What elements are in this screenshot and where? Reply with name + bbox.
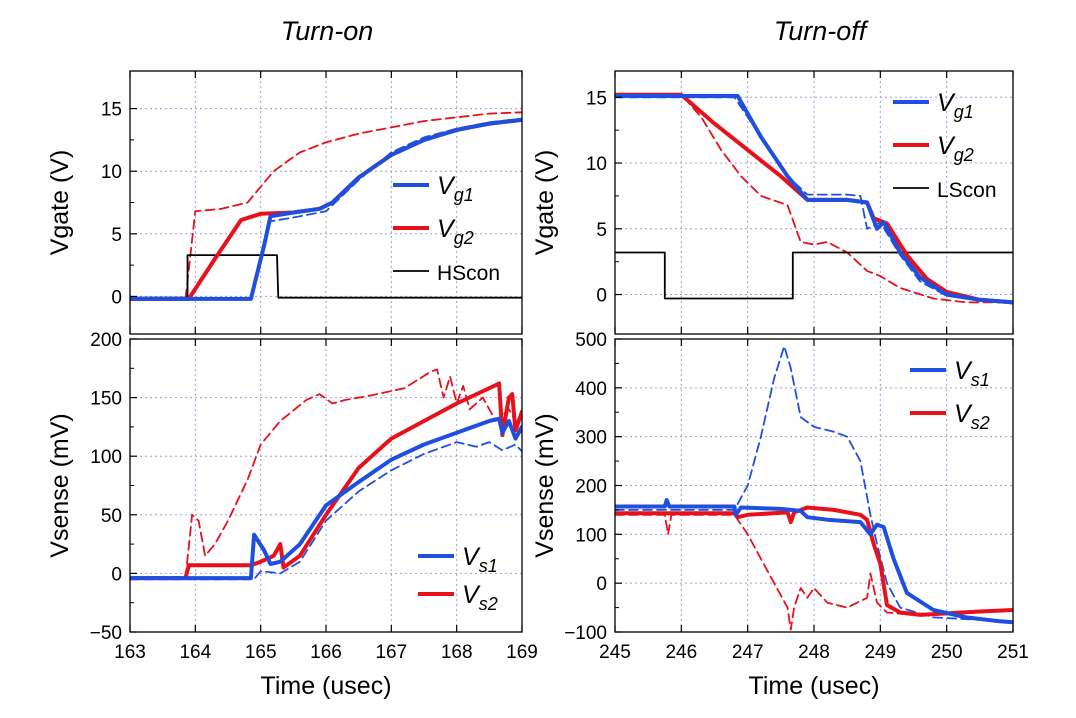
legend-label: LScon bbox=[937, 179, 997, 202]
legend-label-subscript: g2 bbox=[454, 228, 474, 248]
series-line-0 bbox=[615, 345, 1013, 624]
y-tick-label: 400 bbox=[575, 379, 607, 400]
y-tick-label: 5 bbox=[596, 220, 607, 241]
legend-label-subscript: g1 bbox=[954, 102, 974, 122]
y-axis-label: Vsense (mV) bbox=[531, 413, 559, 557]
legend-label: Vg2 bbox=[437, 215, 474, 248]
x-tick-label: 166 bbox=[310, 642, 342, 663]
series-line-3 bbox=[615, 498, 1013, 625]
y-tick-label: 50 bbox=[101, 506, 122, 527]
series-line-4 bbox=[615, 94, 1013, 305]
legend-label-main: V bbox=[462, 543, 481, 571]
legend-label: Vg1 bbox=[937, 89, 974, 122]
chart-off_sense: −100 0 100 200 300 400 500 245 246 247 248 249 250 25… bbox=[531, 330, 1029, 700]
y-axis-label: Vgate (V) bbox=[46, 150, 74, 256]
x-tick-label: 167 bbox=[375, 642, 407, 663]
y-tick-label: 10 bbox=[586, 154, 607, 175]
left-panel-title: Turn-on bbox=[281, 16, 374, 46]
series-line-4 bbox=[130, 117, 522, 301]
legend-label-subscript: s2 bbox=[479, 594, 498, 614]
y-tick-label: 500 bbox=[575, 330, 607, 351]
y-tick-label: 10 bbox=[101, 162, 122, 183]
series-group bbox=[130, 368, 522, 581]
legend-label-main: V bbox=[937, 132, 956, 160]
legend-label: HScon bbox=[437, 262, 500, 285]
y-axis-label: Vsense (mV) bbox=[46, 413, 74, 557]
series-line-0 bbox=[130, 368, 522, 579]
y-tick-label: 100 bbox=[575, 525, 607, 546]
series-line-1 bbox=[130, 441, 522, 581]
x-tick-label: 245 bbox=[599, 642, 631, 663]
x-tick-label: 246 bbox=[665, 642, 697, 663]
y-tick-label: 0 bbox=[111, 287, 122, 308]
x-tick-label: 250 bbox=[931, 642, 963, 663]
x-tick-label: 249 bbox=[864, 642, 896, 663]
legend-label-main: LScon bbox=[937, 179, 997, 202]
legend-label-subscript: g1 bbox=[454, 185, 474, 205]
series-line-2 bbox=[130, 381, 522, 581]
chart-on_sense: −50 0 50 100 150 200 163 164 165 166 167 168 169 Vsen… bbox=[46, 330, 538, 700]
y-axis-label: Vgate (V) bbox=[531, 150, 559, 256]
x-tick-label: 247 bbox=[732, 642, 764, 663]
y-tick-label: 200 bbox=[90, 330, 122, 351]
series-group bbox=[130, 111, 522, 301]
x-tick-label: 169 bbox=[506, 642, 538, 663]
x-tick-label: 168 bbox=[441, 642, 473, 663]
legend-label-main: V bbox=[437, 172, 456, 200]
legend-label-main: V bbox=[437, 215, 456, 243]
y-tick-label: 0 bbox=[596, 574, 607, 595]
series-group bbox=[615, 345, 1013, 631]
y-tick-label: 15 bbox=[586, 88, 607, 109]
legend-label-main: V bbox=[937, 89, 956, 117]
series-line-0 bbox=[130, 111, 522, 300]
legend-label-subscript: g2 bbox=[954, 145, 974, 165]
legend-label-main: V bbox=[954, 400, 973, 428]
series-group bbox=[615, 92, 1013, 305]
legend-label-subscript: s1 bbox=[971, 370, 990, 390]
y-tick-label: −100 bbox=[564, 623, 607, 644]
series-line-0 bbox=[615, 93, 1013, 304]
y-tick-label: 100 bbox=[90, 447, 122, 468]
legend-label: Vs2 bbox=[462, 581, 498, 614]
y-tick-label: 0 bbox=[596, 286, 607, 307]
series-line-1 bbox=[615, 251, 1013, 300]
legend-label-subscript: s2 bbox=[971, 413, 990, 433]
x-tick-label: 164 bbox=[179, 642, 211, 663]
y-tick-label: 5 bbox=[111, 225, 122, 246]
legend-label-main: HScon bbox=[437, 262, 500, 285]
right-panel-title: Turn-off bbox=[774, 16, 869, 46]
legend-label: Vg1 bbox=[437, 172, 474, 205]
legend-label: Vs1 bbox=[462, 543, 498, 576]
legend-label: Vg2 bbox=[937, 132, 974, 165]
series-line-2 bbox=[615, 505, 1013, 617]
legend-label-main: V bbox=[954, 357, 973, 385]
y-tick-label: 15 bbox=[101, 100, 122, 121]
legend-label: Vs1 bbox=[954, 357, 990, 390]
y-tick-label: 200 bbox=[575, 477, 607, 498]
x-tick-label: 163 bbox=[114, 642, 146, 663]
legend-label: Vs2 bbox=[954, 400, 990, 433]
series-line-3 bbox=[130, 416, 522, 581]
y-tick-label: 0 bbox=[111, 564, 122, 585]
x-axis-label: Time (usec) bbox=[260, 672, 391, 700]
y-tick-label: 150 bbox=[90, 389, 122, 410]
x-tick-label: 251 bbox=[997, 642, 1029, 663]
y-tick-label: −50 bbox=[90, 623, 122, 644]
x-tick-label: 165 bbox=[245, 642, 277, 663]
x-axis-label: Time (usec) bbox=[748, 672, 879, 700]
legend-label-subscript: s1 bbox=[479, 556, 498, 576]
x-tick-label: 248 bbox=[798, 642, 830, 663]
y-tick-label: 300 bbox=[575, 428, 607, 449]
legend-label-main: V bbox=[462, 581, 481, 609]
